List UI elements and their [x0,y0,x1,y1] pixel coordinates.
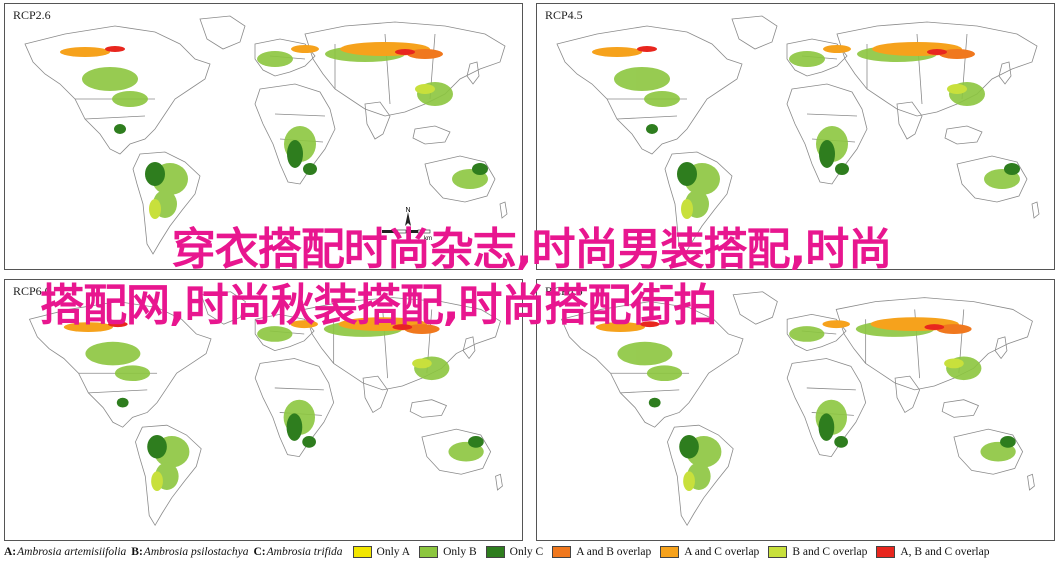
panel-label: RCP6.0 [11,284,53,299]
legend-a-c-overlap: A and C overlap [660,546,759,558]
panel-label: RCP4.5 [543,8,585,23]
north-label: N [405,207,410,214]
swatch [485,546,505,558]
headline-overlay[interactable]: 穿衣搭配时尚杂志,时尚男装搭配,时尚 搭配网,时尚秋装搭配,时尚搭配街拍 [0,222,1063,334]
legend-b-c-overlap: B and C overlap [768,546,867,558]
map-panel-rcp45: RCP4.5 [536,3,1055,270]
legend-only-c: Only C [485,546,543,558]
swatch [419,546,439,558]
headline-line-1[interactable]: 穿衣搭配时尚杂志,时尚男装搭配,时尚 [171,224,892,275]
swatch [352,546,372,558]
panel-label: RCP8.5 [543,284,585,299]
legend-species-b: B: Ambrosia psilostachya [131,546,249,558]
swatch [552,546,572,558]
legend-abc-overlap: A, B and C overlap [876,546,989,558]
legend-species-a: A: Ambrosia artemisiifolia [4,546,127,558]
map-legend: A: Ambrosia artemisiifolia B: Ambrosia psi… [4,543,1062,561]
swatch [876,546,896,558]
map-panel-rcp85: RCP8.5 [536,279,1055,541]
legend-only-a: Only A [352,546,410,558]
swatch [660,546,680,558]
swatch [768,546,788,558]
panel-label: RCP2.6 [11,8,53,23]
legend-a-b-overlap: A and B overlap [552,546,651,558]
headline-line-2[interactable]: 搭配网,时尚秋装搭配,时尚搭配街拍 [40,280,717,331]
scale-label: km [424,236,432,242]
map-panel-rcp26: RCP2.6 [4,3,523,270]
legend-species-c: C: Ambrosia trifida [253,546,343,558]
legend-only-b: Only B [419,546,477,558]
north-arrow-icon: N km [382,207,432,242]
map-panel-rcp60: RCP6.0 [4,279,523,541]
